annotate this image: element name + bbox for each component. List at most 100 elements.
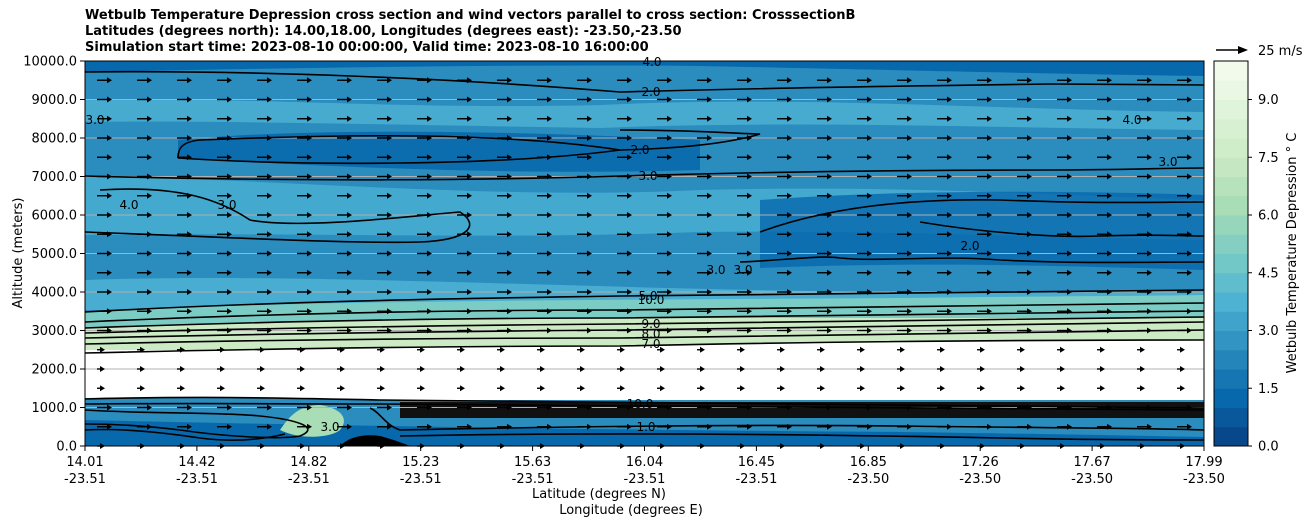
contour-label: 10.0 (638, 293, 665, 307)
wind-vector-head (467, 96, 472, 103)
wind-vector-head (347, 212, 352, 218)
wind-vector-head (907, 327, 912, 334)
wind-vector-head (947, 115, 952, 122)
wind-vector-head (940, 346, 945, 353)
wind-vector-head (867, 192, 872, 199)
wind-vector-head (107, 77, 112, 84)
wind-vector-head (820, 346, 825, 353)
wind-vector-head (907, 135, 912, 141)
wind-vector-head (1027, 154, 1032, 161)
y-tick-label: 8000.0 (32, 132, 78, 147)
wind-vector-head (187, 231, 192, 238)
wind-vector-head (147, 250, 152, 257)
wind-vector-head (300, 366, 305, 372)
wind-vector-head (267, 173, 272, 180)
wind-vector-head (100, 385, 105, 392)
field-surface-black-mass (340, 435, 410, 446)
wind-vector-head (1180, 385, 1185, 392)
wind-vector-head (547, 269, 552, 276)
x-axis-label-line-2: Longitude (degrees E) (559, 503, 703, 518)
wind-vector-head (1147, 327, 1152, 334)
wind-vector-head (947, 250, 952, 257)
wind-vector-head (947, 173, 952, 180)
colorbar-segment (1214, 311, 1248, 331)
wind-vector-head (1187, 192, 1192, 199)
wind-vector-head (107, 269, 112, 276)
wind-vector-head (747, 115, 752, 122)
wind-vector-head (1067, 77, 1072, 84)
y-tick-label: 0.0 (56, 440, 77, 455)
colorbar-segment (1214, 99, 1248, 120)
wind-vector-head (267, 154, 272, 161)
wind-vector-head (540, 366, 545, 372)
wind-vector-head (347, 77, 352, 84)
wind-vector-head (627, 192, 632, 199)
wind-vector-head (427, 404, 432, 411)
wind-vector-head (1107, 423, 1112, 430)
wind-vector-head (667, 289, 672, 295)
wind-vector-head (1107, 250, 1112, 257)
wind-vector-head (667, 135, 672, 141)
wind-vector-head (740, 366, 745, 372)
wind-vector-head (547, 308, 552, 315)
wind-vector-head (387, 96, 392, 103)
wind-vector-head (787, 289, 792, 295)
wind-vector-head (267, 77, 272, 84)
wind-vector-head (787, 269, 792, 276)
contour-line (84, 188, 471, 244)
colorbar-frame (1213, 60, 1249, 447)
wind-vector-head (507, 289, 512, 295)
wind-vector-head (1187, 96, 1192, 103)
wind-vector-head (387, 269, 392, 276)
wind-vector-head (787, 154, 792, 161)
wind-vector-head (1107, 404, 1112, 411)
wind-vector-head (707, 423, 712, 430)
wind-vector-head (187, 77, 192, 84)
wind-vector-head (987, 96, 992, 103)
contour-label: 3.0 (733, 263, 752, 277)
wind-vector-head (667, 308, 672, 315)
wind-vector-head (1187, 231, 1192, 238)
wind-vector-head (187, 250, 192, 257)
wind-vector-head (860, 385, 865, 392)
wind-vector-head (147, 212, 152, 218)
wind-vector-head (747, 308, 752, 315)
wind-vector-head (547, 135, 552, 141)
wind-vector-head (227, 423, 232, 430)
wind-vector-head (940, 385, 945, 392)
wind-vector-head (980, 346, 985, 353)
x-tick-label-lon: -23.51 (288, 472, 330, 487)
wind-vector-head (707, 173, 712, 180)
wind-vector-head (547, 173, 552, 180)
wind-vector-head (867, 231, 872, 238)
wind-vector-head (900, 346, 905, 353)
wind-vector-head (627, 289, 632, 295)
wind-vector-head (1020, 385, 1025, 392)
wind-vector-head (827, 173, 832, 180)
wind-vector-head (1147, 173, 1152, 180)
wind-vector-head (1027, 423, 1032, 430)
wind-vector-head (187, 96, 192, 103)
wind-vector-head (147, 231, 152, 238)
wind-vector-head (1147, 77, 1152, 84)
wind-vector-head (1140, 346, 1145, 353)
wind-vector-head (300, 346, 305, 353)
wind-vector-head (420, 346, 425, 353)
wind-vector-head (140, 385, 145, 392)
wind-vector-head (1107, 289, 1112, 295)
wind-vector-head (987, 308, 992, 315)
wind-vector-head (300, 385, 305, 392)
wind-vector-head (387, 115, 392, 122)
wind-vector-head (867, 308, 872, 315)
wind-vector-head (420, 385, 425, 392)
y-axis: 0.0 1000.0 2000.0 3000.0 4000.0 5000.0 6000.0 7… (23, 55, 85, 455)
title-line-2: Latitudes (degrees north): 14.00,18.00, … (85, 24, 682, 39)
wind-vector-head (827, 192, 832, 199)
wind-vector-head (307, 231, 312, 238)
wind-vector-head (547, 96, 552, 103)
colorbar-tick-label: 6.0 (1258, 209, 1279, 224)
wind-vector-head (347, 327, 352, 334)
wind-vector-head (387, 423, 392, 430)
wind-vector-head (1067, 96, 1072, 103)
wind-vector-head (507, 269, 512, 276)
